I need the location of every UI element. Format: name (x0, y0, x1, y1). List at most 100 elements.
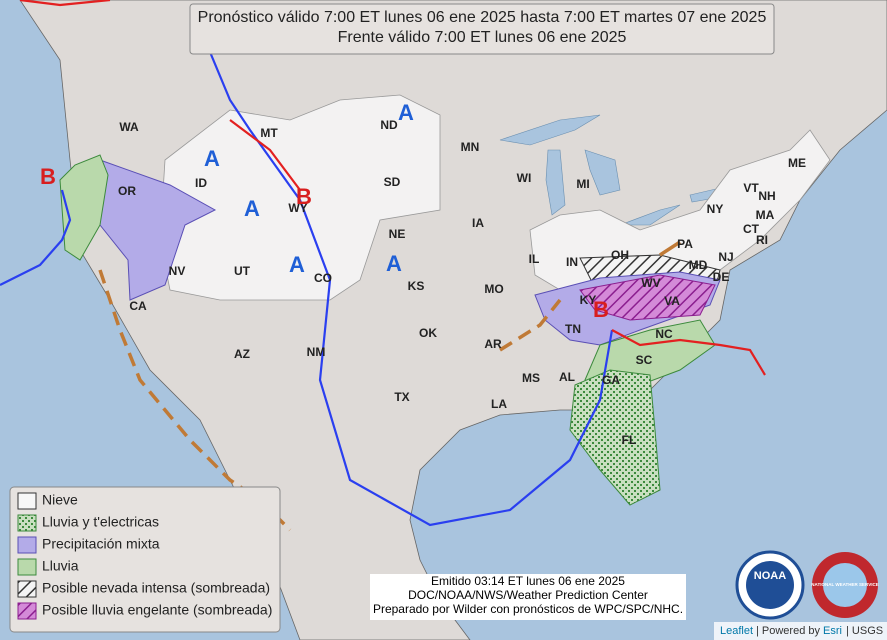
attribution-text: | USGS (846, 625, 883, 637)
header: Pronóstico válido 7:00 ET lunes 06 ene 2… (189, 3, 775, 55)
state-label: CA (129, 299, 147, 313)
thunder-area (569, 369, 661, 506)
snow-area (159, 94, 441, 301)
state-label: WY (288, 201, 307, 215)
header-line: Pronóstico válido 7:00 ET lunes 06 ene 2… (198, 9, 767, 26)
header-line: Frente válido 7:00 ET lunes 06 ene 2025 (338, 29, 627, 46)
state-label: LA (491, 397, 507, 411)
legend-label: Posible lluvia engelante (sombreada) (42, 602, 272, 618)
lake-huron (584, 149, 621, 196)
warm-front (19, 0, 111, 7)
state-label: GA (602, 373, 620, 387)
state-label: KS (408, 279, 425, 293)
legend-label: Nieve (42, 492, 78, 508)
state-label: FL (622, 433, 637, 447)
legend-swatch (17, 558, 37, 576)
legend-items: Nieve Lluvia y t'electricas Precipitación … (17, 492, 272, 620)
state-label: TX (394, 390, 409, 404)
snow-areas (159, 94, 831, 301)
nws-logo-text: NATIONAL WEATHER SERVICE (811, 582, 878, 587)
attribution-link[interactable]: Esri (823, 625, 842, 637)
attribution-link[interactable]: Leaflet (720, 625, 753, 637)
state-label: OH (611, 248, 629, 262)
trough (659, 240, 681, 257)
state-label: AR (484, 337, 502, 351)
attribution-text: | Powered by (756, 625, 821, 637)
state-label: DE (713, 270, 730, 284)
state-label: ID (195, 176, 207, 190)
lake-erie (619, 204, 681, 226)
high-pressure: A (398, 100, 414, 125)
state-label: SD (384, 175, 401, 189)
state-label: ND (380, 118, 398, 132)
state-label: NE (389, 227, 406, 241)
low-pressure: B (296, 184, 312, 209)
state-label: SC (636, 353, 653, 367)
noaa-logo-inner (746, 561, 794, 609)
state-label: MD (689, 258, 708, 272)
state-label: VA (664, 294, 680, 308)
high-pressure: A (289, 252, 305, 277)
state-label: MT (260, 126, 278, 140)
labels: WA OR ID MT WY NV UT CO CA AZ NM ND SD NE KS OK TX MN IA MO… (40, 100, 806, 447)
state-label: MS (522, 371, 540, 385)
legend: Nieve Lluvia y t'electricas Precipitación … (9, 486, 281, 633)
great-lakes (499, 114, 721, 226)
state-label: MA (756, 208, 775, 222)
mixed-area (99, 159, 217, 301)
footer-text: Emitido 03:14 ET lunes 06 ene 2025 (431, 574, 625, 588)
state-label: TN (565, 322, 581, 336)
attribution: Leaflet | Powered by Esri | USGS (714, 622, 887, 640)
high-pressure: A (204, 146, 220, 171)
fronts (0, 0, 766, 532)
low-pressure: B (40, 164, 56, 189)
legend-swatch (17, 536, 37, 554)
legend-swatch (17, 514, 37, 532)
cold-front (0, 189, 72, 286)
legend-label: Lluvia (42, 558, 79, 574)
lake-michigan (545, 149, 566, 216)
header-box (189, 3, 775, 55)
state-label: IA (472, 216, 484, 230)
state-label: WA (119, 120, 139, 134)
state-label: VT (743, 181, 759, 195)
state-label: NY (707, 202, 724, 216)
legend-label: Precipitación mixta (42, 536, 160, 552)
state-label: IN (566, 255, 578, 269)
state-label: NV (169, 264, 186, 278)
rain-area (59, 154, 109, 261)
warm-front (611, 329, 766, 376)
attribution-box (714, 622, 887, 640)
warm-front (229, 119, 301, 191)
legend-box (9, 486, 281, 633)
legend-swatch (17, 492, 37, 510)
high-pressure: A (244, 196, 260, 221)
cold-front (203, 39, 614, 527)
footer-text: Preparado por Wilder con pronósticos de … (373, 602, 683, 616)
state-label: NH (758, 189, 775, 203)
legend-label: Lluvia y t'electricas (42, 514, 159, 530)
legend-swatch (17, 602, 37, 620)
state-label: UT (234, 264, 251, 278)
footer-text: DOC/NOAA/NWS/Weather Prediction Center (408, 588, 648, 602)
footer-box (370, 574, 686, 620)
state-label: AZ (234, 347, 250, 361)
state-label: NC (655, 327, 673, 341)
freezing-rain-area (579, 274, 716, 321)
logos: NOAA NATIONAL WEATHER SERVICE (735, 550, 879, 620)
footer: Emitido 03:14 ET lunes 06 ene 2025 DOC/N… (370, 574, 686, 620)
state-label: IL (529, 252, 540, 266)
trough (98, 269, 292, 532)
state-label: RI (756, 233, 768, 247)
nws-logo-inner (823, 563, 867, 607)
state-label: WV (641, 276, 660, 290)
high-pressure: A (386, 251, 402, 276)
state-label: NM (307, 345, 326, 359)
state-label: MO (484, 282, 503, 296)
legend-swatch (17, 580, 37, 598)
state-label: MN (461, 140, 480, 154)
state-label: NJ (718, 250, 733, 264)
state-label: ME (788, 156, 806, 170)
